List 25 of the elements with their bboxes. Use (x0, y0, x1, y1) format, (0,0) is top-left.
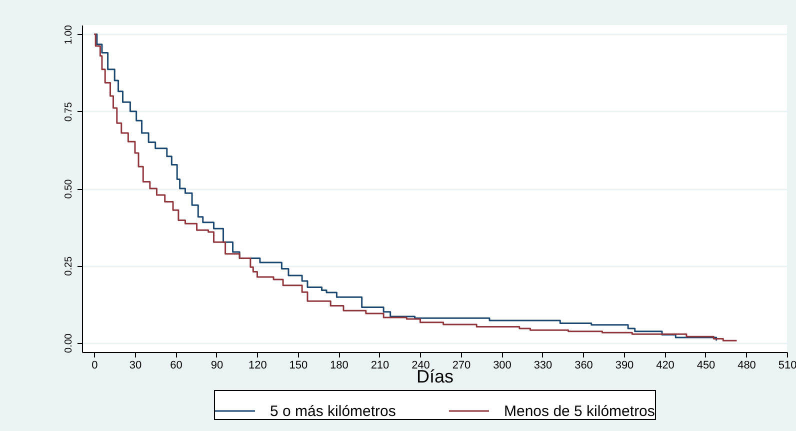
x-tick-label: 330 (534, 360, 552, 372)
x-tick-label: 60 (170, 360, 182, 372)
y-tick-label: 0.00 (64, 333, 74, 353)
y-tick-label: 0.50 (64, 178, 74, 199)
x-tick-label: 90 (210, 360, 224, 372)
x-tick-label: 390 (615, 360, 634, 372)
legend-label: 5 o más kilómetros (270, 403, 396, 420)
x-tick-label: 210 (370, 360, 390, 372)
y-tick-label: 1.00 (64, 24, 74, 44)
x-tick-label: 270 (452, 360, 471, 372)
x-tick-label: 300 (493, 360, 512, 372)
x-tick-label: 150 (289, 360, 308, 372)
y-tick-label: 0.75 (64, 102, 74, 122)
x-tick-label: 120 (248, 360, 267, 372)
legend-label: Menos de 5 kilómetros (504, 403, 655, 420)
x-tick-label: 480 (738, 360, 756, 372)
x-tick-label: 360 (574, 360, 593, 372)
x-tick-label: 30 (129, 360, 142, 372)
x-tick-label: 450 (696, 360, 716, 372)
x-tick-label: 180 (330, 360, 348, 372)
x-tick-label: 510 (778, 360, 796, 372)
x-tick-label: 420 (656, 360, 674, 372)
x-tick-label: 240 (412, 360, 430, 372)
y-tick-label: 0.25 (64, 256, 74, 276)
x-tick-label: 0 (92, 360, 98, 372)
